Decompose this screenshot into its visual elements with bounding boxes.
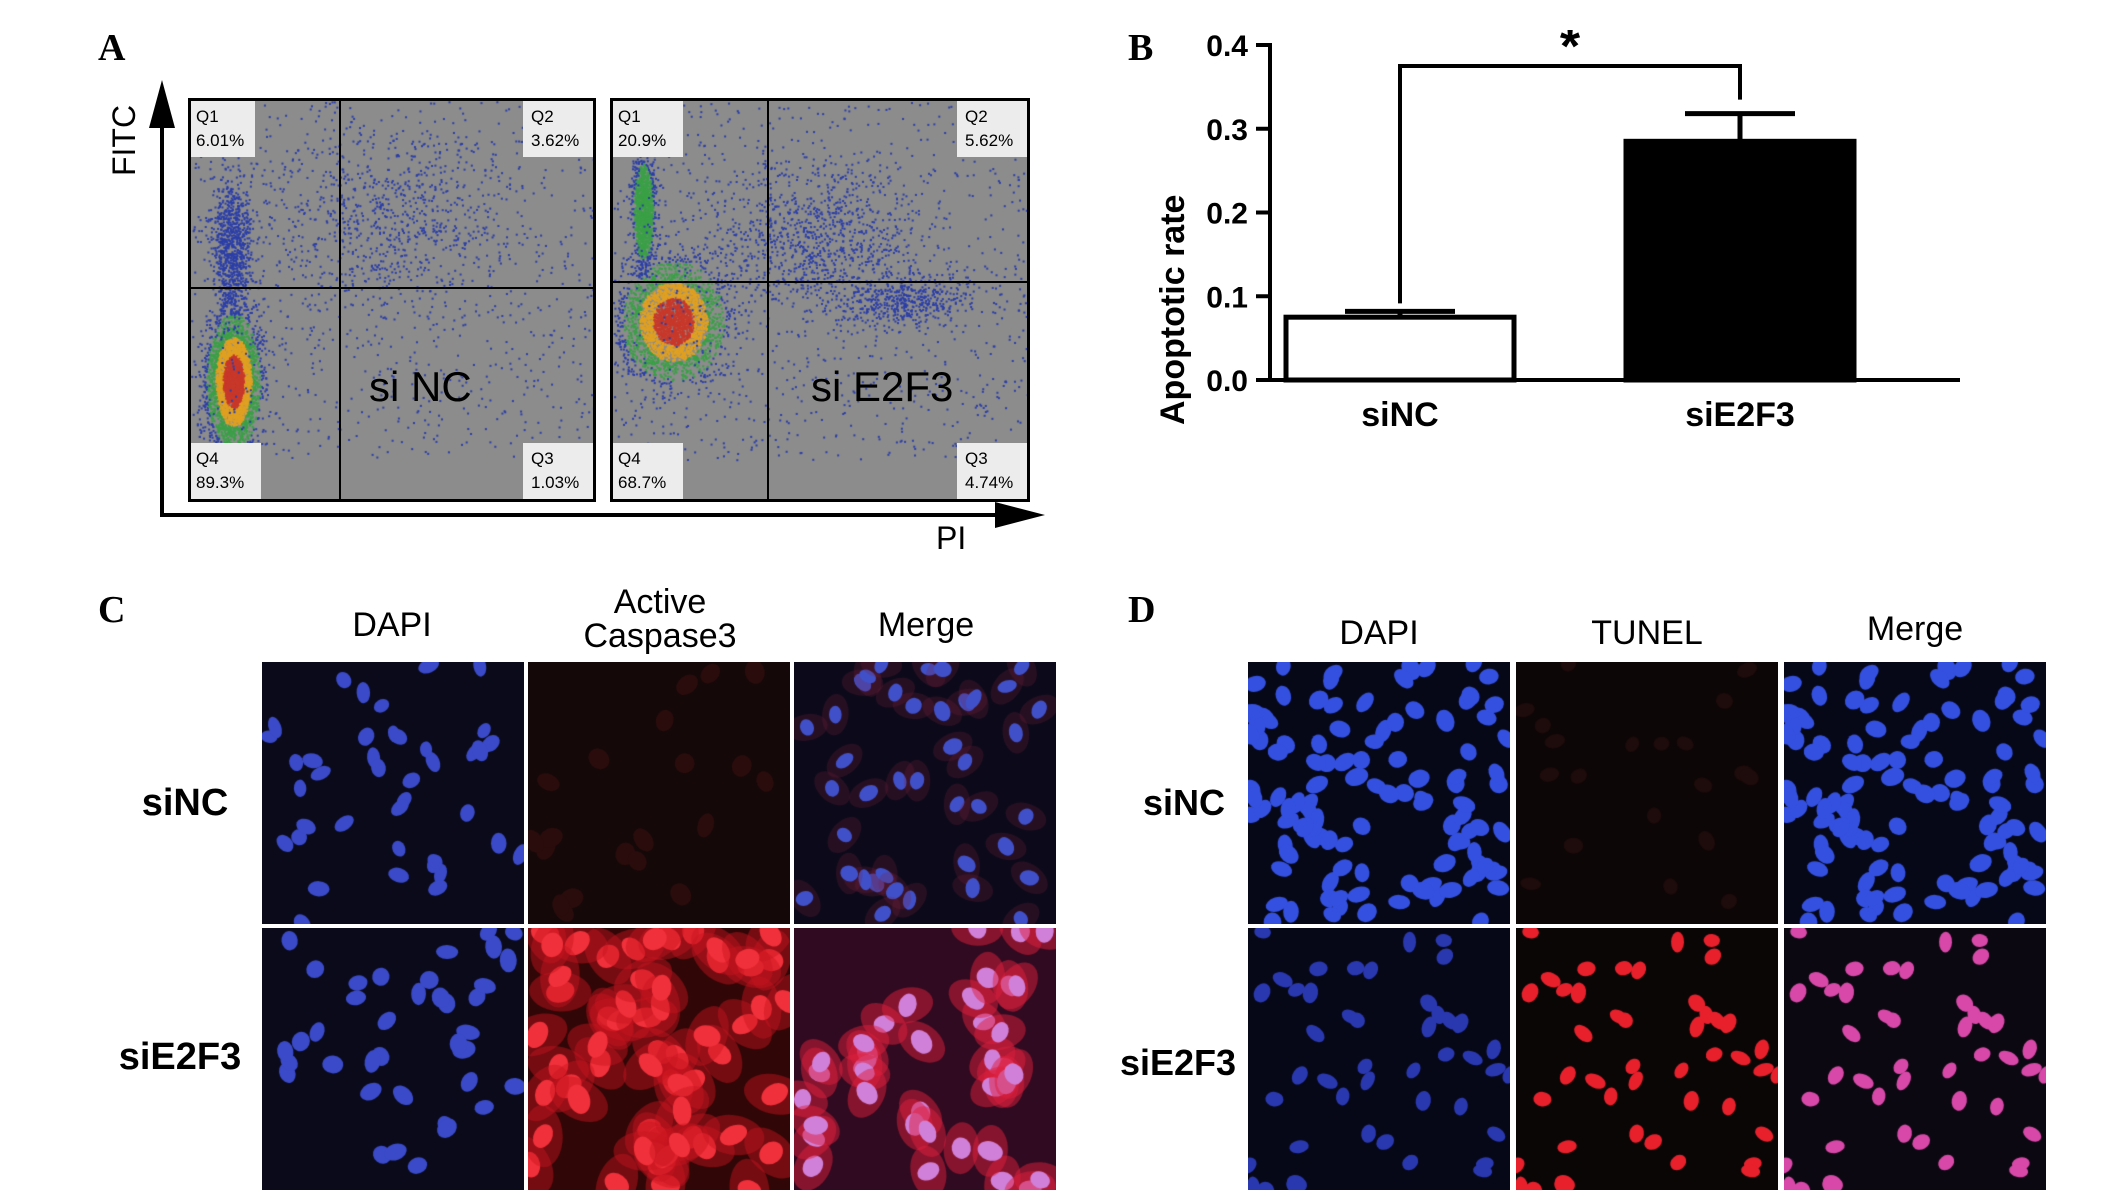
row-label-sinc-c: siNC: [141, 782, 229, 824]
y-tick-label: 0.2: [1206, 198, 1248, 231]
category-label: siE2F3: [1685, 396, 1795, 434]
category-label: siNC: [1361, 396, 1438, 434]
caspase-active-sinc: [528, 662, 790, 924]
q1-value: 6.01%: [196, 131, 245, 150]
row-label-sie2f3-d: siE2F3: [1119, 1042, 1237, 1083]
significance-star: *: [1560, 30, 1581, 76]
quadrant-q1: Q1 20.9%: [613, 101, 683, 157]
bar-chart-panel: 0.0 0.1 0.2 0.3 0.4 * siNC siE2F3 Apoptotic r…: [1154, 30, 2000, 590]
y-axis-label: FITC: [106, 104, 142, 176]
y-axis-title: Apoptotic rate: [1154, 194, 1192, 425]
row-label-sinc-d: siNC: [1142, 782, 1226, 823]
q2-label: Q2: [531, 107, 554, 126]
x-axis-label: PI: [936, 520, 967, 556]
quadrant-q2: Q2 5.62%: [957, 101, 1027, 157]
tunel-merge-sie2f3: [1784, 928, 2046, 1190]
y-arrow-head: [149, 80, 175, 128]
panel-letter-d: D: [1128, 589, 1156, 631]
caspase-dapi-sinc: [262, 662, 524, 924]
flow-plot-sinc: Q1 6.01% Q2 3.62% Q4 89.3% Q3 1.03% si N…: [188, 98, 596, 502]
col-label-tunel-d: TUNEL: [1591, 614, 1703, 652]
flow-scatter-sie2f3: [613, 101, 1027, 499]
bar: [1623, 138, 1857, 383]
q4-value: 68.7%: [618, 473, 667, 492]
quadrant-line-v: [339, 101, 341, 499]
quadrant-line-h: [613, 281, 1027, 283]
group-label-sinc: si NC: [369, 363, 472, 410]
caspase-active-sie2f3: [528, 928, 790, 1190]
y-tick-label: 0.3: [1206, 114, 1248, 147]
q4-value: 89.3%: [196, 473, 245, 492]
quadrant-line-h: [191, 287, 593, 289]
flow-plot-sie2f3: Q1 20.9% Q2 5.62% Q4 68.7% Q3 4.74% si E…: [610, 98, 1030, 502]
q2-label: Q2: [965, 107, 988, 126]
q1-value: 20.9%: [618, 131, 667, 150]
q2-value: 3.62%: [531, 131, 580, 150]
bar-chart: 0.0 0.1 0.2 0.3 0.4 * siNC siE2F3: [1206, 30, 1960, 434]
tunel-tunel-sinc: [1516, 662, 1778, 924]
tunel-tunel-sie2f3: [1516, 928, 1778, 1190]
q3-label: Q3: [965, 449, 988, 468]
y-tick-label: 0.1: [1206, 281, 1248, 314]
quadrant-line-v: [767, 101, 769, 499]
y-tick-label: 0.4: [1206, 30, 1248, 63]
caspase-dapi-sie2f3: [262, 928, 524, 1190]
col-label-merge-c: Merge: [877, 606, 975, 644]
y-tick-label: 0.0: [1206, 365, 1248, 398]
q3-value: 4.74%: [965, 473, 1014, 492]
row-label-sie2f3-c: siE2F3: [118, 1036, 242, 1078]
panel-letter-c: C: [98, 589, 126, 631]
quadrant-q1: Q1 6.01%: [191, 101, 255, 157]
col-label-dapi-d: DAPI: [1339, 614, 1419, 652]
significance-line: [1398, 63, 1742, 304]
quadrant-q2: Q2 3.62%: [523, 101, 593, 157]
panel-letter-b: B: [1128, 27, 1154, 69]
q2-value: 5.62%: [965, 131, 1014, 150]
q1-label: Q1: [196, 107, 219, 126]
col-label-dapi-c: DAPI: [352, 606, 432, 644]
quadrant-q4: Q4 89.3%: [191, 443, 261, 499]
q3-label: Q3: [531, 449, 554, 468]
panel-letter-a: A: [98, 27, 126, 69]
q3-value: 1.03%: [531, 473, 580, 492]
bar: [1283, 314, 1517, 383]
quadrant-q4: Q4 68.7%: [613, 443, 683, 499]
bars: [1283, 138, 1857, 383]
group-label-sie2f3: si E2F3: [811, 363, 954, 410]
caspase-merge-sinc: [794, 662, 1056, 924]
col-label-active-c: Active: [613, 583, 707, 621]
tunel-dapi-sie2f3: [1248, 928, 1510, 1190]
quadrant-q3: Q3 1.03%: [523, 443, 593, 499]
caspase-merge-sie2f3: [794, 928, 1056, 1190]
quadrant-q3: Q3 4.74%: [957, 443, 1027, 499]
tunel-merge-sinc: [1784, 662, 2046, 924]
col-label-merge-d: Merge: [1866, 610, 1964, 648]
error-bars: [1345, 111, 1795, 318]
col-label-caspase-c: Caspase3: [583, 617, 737, 655]
x-arrow-head: [995, 502, 1045, 528]
tunel-dapi-sinc: [1248, 662, 1510, 924]
q1-label: Q1: [618, 107, 641, 126]
flow-scatter-sinc: [191, 101, 593, 499]
flow-axes: [149, 80, 1045, 528]
significance-bracket: *: [1398, 30, 1742, 304]
y-ticks: 0.0 0.1 0.2 0.3 0.4: [1206, 30, 1270, 398]
category-labels: siNC siE2F3: [1361, 396, 1795, 434]
q4-label: Q4: [618, 449, 641, 468]
q4-label: Q4: [196, 449, 219, 468]
